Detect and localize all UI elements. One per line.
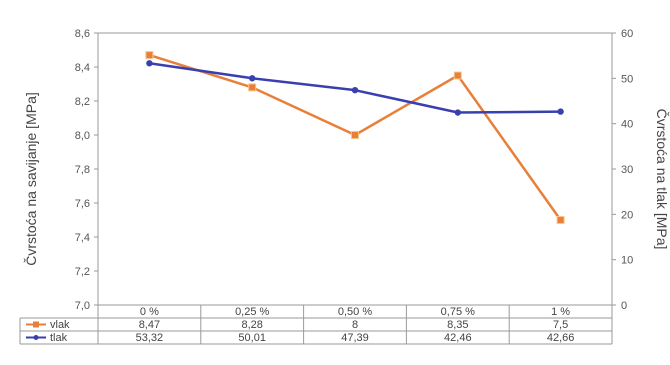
category-label: 0 % [140,306,159,318]
left-tick-label: 7,8 [75,164,90,176]
data-point-tlak [249,75,256,82]
left-tick-label: 7,2 [75,266,90,278]
left-tick-label: 7,4 [75,232,90,244]
data-point-vlak [351,131,359,139]
right-tick-label: 10 [621,255,633,267]
category-label: 0,25 % [235,306,269,318]
table-value-vlak: 7,5 [553,319,568,331]
left-tick-label: 8,6 [75,28,90,40]
right-tick-label: 50 [621,73,633,85]
y2-axis-title: Čvrstoća na tlak [MPa] [654,109,670,250]
table-value-vlak: 8,35 [447,319,468,331]
category-label: 0,50 % [338,306,372,318]
left-tick-label: 7,6 [75,198,90,210]
right-tick-label: 0 [621,300,627,312]
left-tick-label: 8,0 [75,130,90,142]
legend-label-tlak: tlak [50,332,68,344]
y-axis-title: Čvrstoća na savijanje [MPa] [23,92,39,266]
data-point-tlak [557,108,564,115]
table-value-vlak: 8,28 [241,319,262,331]
right-tick-label: 20 [621,209,633,221]
category-label: 0,75 % [441,306,475,318]
table-value-vlak: 8,47 [139,319,160,331]
left-tick-label: 8,2 [75,96,90,108]
data-point-vlak [453,71,462,80]
right-tick-label: 60 [621,28,633,40]
data-point-vlak [248,83,257,92]
table-value-tlak: 53,32 [136,332,164,344]
table-value-vlak: 8 [352,319,358,331]
data-point-vlak [145,51,154,60]
table-value-tlak: 47,39 [341,332,369,344]
data-point-tlak [454,109,461,116]
right-tick-label: 30 [621,164,633,176]
table-value-tlak: 50,01 [238,332,266,344]
legend-label-vlak: vlak [50,319,70,331]
left-tick-label: 7,0 [75,300,90,312]
table-value-tlak: 42,66 [547,332,575,344]
right-tick-label: 40 [621,119,633,131]
legend-key-marker-vlak [33,321,39,328]
table-value-tlak: 42,46 [444,332,472,344]
legend-key-marker-tlak [33,335,39,340]
plot-frame [97,32,613,306]
data-point-vlak [556,216,565,224]
data-point-tlak [146,60,153,67]
data-point-tlak [351,86,359,94]
category-label: 1 % [551,306,570,318]
left-tick-label: 8,4 [75,62,90,74]
